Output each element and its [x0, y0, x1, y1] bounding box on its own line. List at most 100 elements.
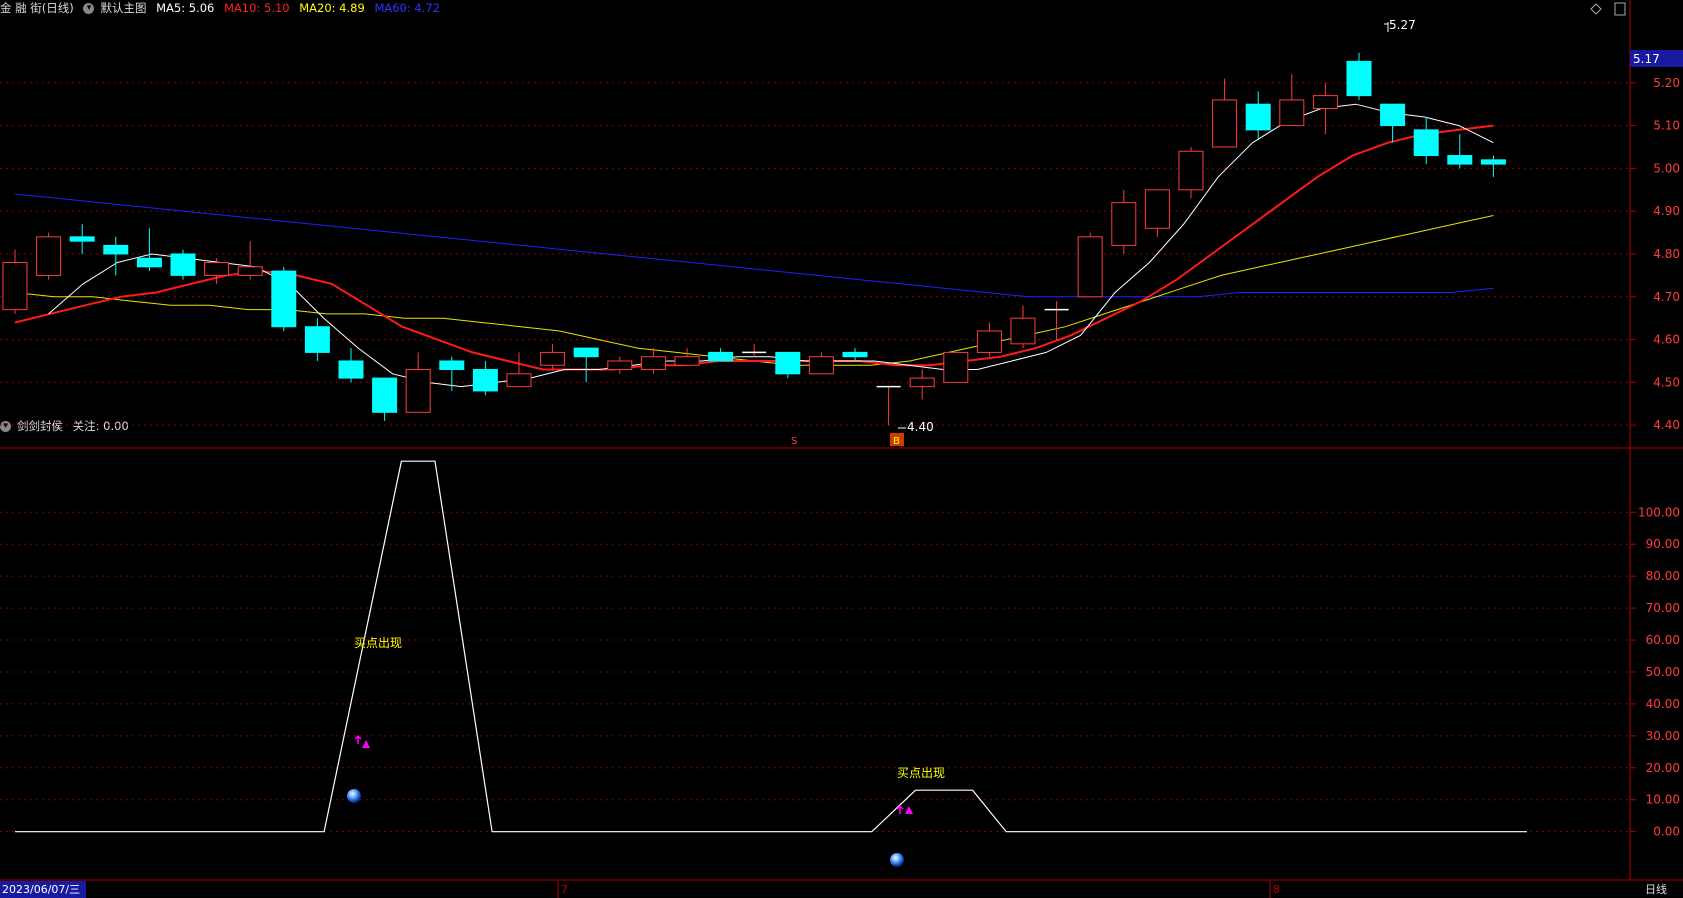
y-tick-label: 40.00	[1646, 697, 1680, 711]
candle-body	[540, 351, 566, 366]
candle-body	[304, 326, 330, 353]
y-tick-label: 5.20	[1653, 76, 1680, 90]
ma20-label: MA20: 4.89	[299, 1, 365, 15]
candle-body	[607, 360, 633, 371]
sell-mark: S	[791, 436, 797, 447]
chevron-down-icon[interactable]: ▾	[0, 421, 11, 432]
candle-body	[708, 351, 734, 362]
candle-body	[1346, 60, 1372, 97]
y-tick-label: 50.00	[1646, 665, 1680, 679]
candle-body	[976, 330, 1002, 353]
current-price-tag: 5.17	[1633, 52, 1660, 66]
candle-body	[170, 253, 196, 276]
candle-body	[640, 356, 666, 371]
ball-icon	[890, 853, 904, 867]
candle-body	[405, 369, 431, 413]
candle-body	[36, 236, 62, 276]
candle-body	[1447, 155, 1473, 165]
candle-body	[1480, 159, 1506, 165]
candle-body	[674, 356, 700, 366]
triangle-up-icon	[905, 806, 913, 814]
candle-body	[1380, 103, 1406, 127]
candle-body	[1413, 129, 1439, 157]
current-price-tag-bg	[1630, 50, 1683, 67]
ma10-label: MA10: 5.10	[224, 1, 290, 15]
candle-body	[1312, 95, 1338, 109]
candle-body	[909, 377, 935, 388]
candle-body	[506, 373, 532, 388]
focus-value: 关注: 0.00	[72, 419, 129, 433]
candle-body	[775, 351, 801, 375]
y-tick-label: 20.00	[1646, 761, 1680, 775]
ma5-line	[48, 103, 1494, 388]
candle-body	[372, 377, 398, 413]
month-label-8: 8	[1273, 883, 1280, 896]
date-label: 2023/06/07/三	[2, 883, 80, 896]
signal-text: 买点出现	[354, 636, 402, 650]
candle-body	[808, 356, 834, 375]
y-tick-label: 4.80	[1653, 247, 1680, 261]
candle-body	[1144, 189, 1170, 229]
chevron-down-icon[interactable]: ▾	[83, 3, 95, 14]
high-price-label: 5.27	[1389, 18, 1416, 32]
candle-body	[338, 360, 364, 379]
ma5-label: MA5: 5.06	[156, 1, 215, 15]
ma60-label: MA60: 4.72	[374, 1, 441, 15]
y-tick-label: 4.90	[1653, 204, 1680, 218]
y-tick-label: 90.00	[1646, 537, 1680, 551]
candle-body	[1010, 317, 1036, 345]
candle-body	[1178, 150, 1204, 191]
period-label[interactable]: 日线	[1645, 882, 1667, 896]
indicator-line	[15, 460, 1527, 833]
candle-body	[2, 262, 28, 311]
candle-body	[271, 270, 297, 328]
signal-text: 买点出现	[897, 766, 945, 780]
arrow-up-icon	[896, 804, 904, 814]
indicator-name[interactable]: 剑剑封侯	[17, 419, 63, 433]
y-tick-label: 0.00	[1653, 825, 1680, 839]
y-tick-label: 5.00	[1653, 161, 1680, 175]
ball-icon	[347, 789, 361, 803]
month-label-7: 7	[561, 883, 568, 896]
candle-body	[1212, 99, 1238, 148]
stock-name: 金 融 街(日线)	[0, 1, 74, 15]
candle-body	[842, 351, 868, 358]
candle-body	[1077, 236, 1103, 298]
main-header: 金 融 街(日线) ▾ 默认主图 MA5: 5.06 MA10: 5.10 MA2…	[0, 0, 446, 16]
y-tick-label: 10.00	[1646, 793, 1680, 807]
buy-mark-bg	[890, 433, 904, 446]
arrow-up-icon	[354, 734, 362, 744]
ma10-line	[14, 124, 1494, 371]
buy-mark: B	[893, 436, 900, 447]
y-tick-label: 100.00	[1638, 505, 1680, 519]
triangle-up-icon	[362, 740, 370, 748]
y-tick-label: 4.60	[1653, 333, 1680, 347]
y-tick-label: 4.50	[1653, 375, 1680, 389]
y-tick-label: 60.00	[1646, 633, 1680, 647]
panel-icon[interactable]	[1614, 2, 1626, 16]
candle-body	[1245, 103, 1271, 131]
candle-body	[103, 244, 129, 255]
candle-body	[136, 257, 162, 268]
candle-body	[943, 351, 969, 383]
candle-body	[573, 347, 599, 358]
diamond-icon[interactable]	[1590, 3, 1602, 15]
y-tick-label: 80.00	[1646, 569, 1680, 583]
ma20-line	[14, 215, 1494, 366]
low-price-label: 4.40	[907, 420, 934, 434]
y-tick-label: 5.10	[1653, 119, 1680, 133]
sub-header: ▾ 剑剑封侯 关注: 0.00	[0, 418, 135, 434]
template-name[interactable]: 默认主图	[100, 1, 147, 15]
candle-body	[237, 266, 263, 276]
y-tick-label: 30.00	[1646, 729, 1680, 743]
date-label-bg	[0, 881, 86, 898]
candle-body	[1111, 202, 1137, 246]
y-tick-label: 4.40	[1653, 418, 1680, 432]
ma60-line	[14, 193, 1494, 298]
candle-body	[1279, 99, 1305, 127]
candle-body	[204, 262, 230, 276]
y-tick-label: 70.00	[1646, 601, 1680, 615]
y-tick-label: 4.70	[1653, 290, 1680, 304]
candle-body	[69, 236, 95, 242]
